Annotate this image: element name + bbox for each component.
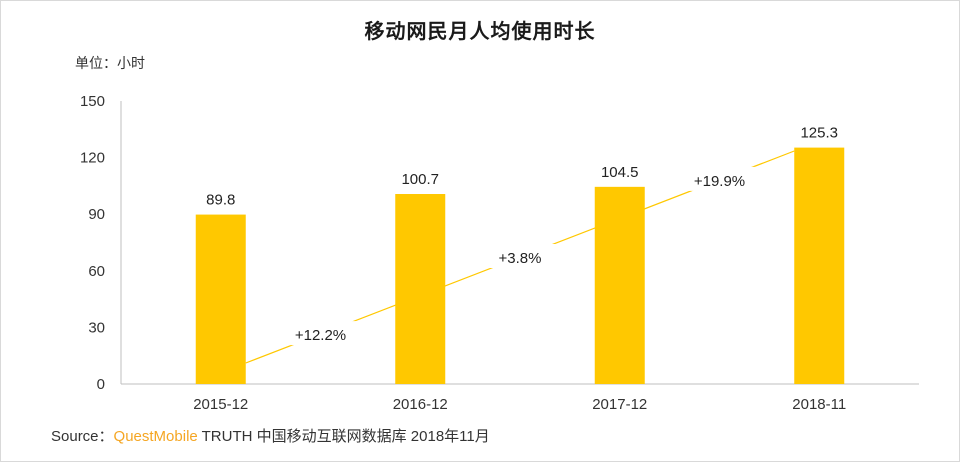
bar-value-label: 89.8 <box>206 192 235 209</box>
bar-value-label: 104.5 <box>601 164 639 181</box>
source-prefix: Source： <box>51 428 114 445</box>
x-axis: 2015-12 2016-12 2017-12 2018-11 <box>121 383 919 413</box>
chart-title: 移动网民月人均使用时长 <box>364 21 596 43</box>
x-tick-label: 2017-12 <box>592 396 647 413</box>
y-tick-label: 120 <box>80 150 105 167</box>
growth-label-bg <box>284 321 357 346</box>
x-tick-label: 2018-11 <box>792 396 846 413</box>
bar <box>794 147 845 384</box>
y-tick-label: 90 <box>88 206 105 223</box>
x-tick-label: 2016-12 <box>393 396 448 413</box>
growth-label: +3.8% <box>499 250 542 267</box>
bar <box>395 194 446 384</box>
y-axis: 0 30 60 90 120 150 <box>80 93 122 393</box>
growth-label: +12.2% <box>295 327 346 344</box>
bar <box>195 214 246 384</box>
source-text: TRUTH 中国移动互联网数据库 2018年11月 <box>197 428 490 445</box>
bar-value-label: 100.7 <box>401 171 439 188</box>
bar <box>594 186 645 384</box>
y-tick-label: 60 <box>88 263 105 280</box>
bar-value-label: 125.3 <box>800 125 838 142</box>
y-tick-label: 0 <box>97 376 105 393</box>
bars-group <box>195 147 845 384</box>
y-tick-label: 30 <box>88 319 105 336</box>
growth-label: +19.9% <box>694 173 745 190</box>
value-labels-group: 89.8 100.7 104.5 125.3 <box>206 125 838 209</box>
y-tick-label: 150 <box>80 93 105 110</box>
trend-line-group: +12.2% +3.8% +19.9% <box>245 150 795 364</box>
unit-label: 单位：小时 <box>75 55 145 71</box>
source-note: Source：QuestMobile TRUTH 中国移动互联网数据库 2018… <box>51 425 490 446</box>
x-tick-label: 2015-12 <box>193 396 248 413</box>
growth-label-bg <box>484 244 556 268</box>
growth-label-bg <box>683 166 756 191</box>
source-brand: QuestMobile <box>113 428 198 445</box>
